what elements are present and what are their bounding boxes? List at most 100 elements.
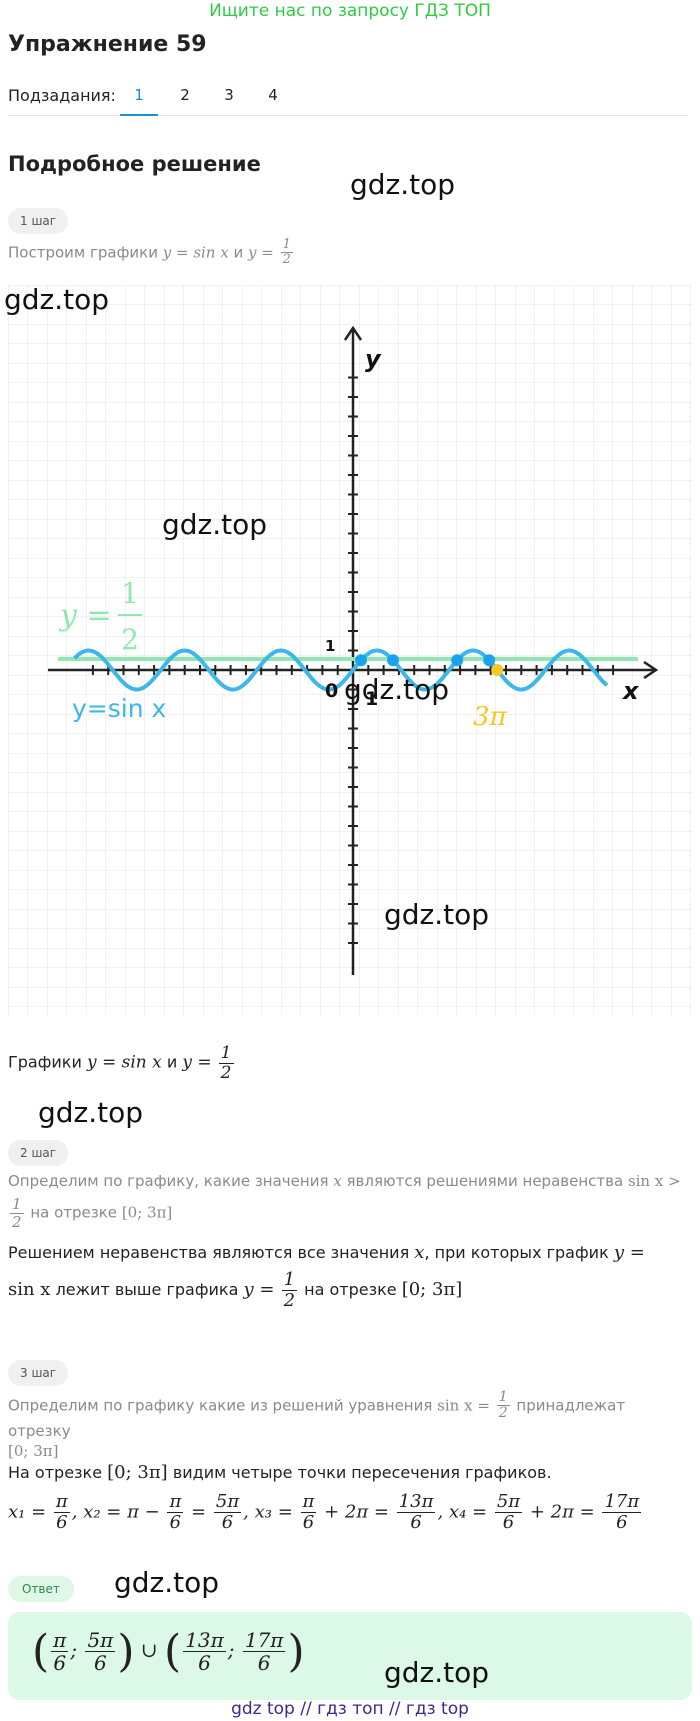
section-title: Подробное решение — [8, 152, 261, 176]
root-4-lhs: x₄ = — [448, 1501, 488, 1523]
answer-b: 5π 6 — [85, 1628, 116, 1675]
search-banner[interactable]: Ищите нас по запросу ГДЗ ТОП — [209, 1, 491, 21]
page-title: Упражнение 59 — [8, 32, 207, 57]
root-2-lhs: x₂ = π − — [83, 1501, 160, 1523]
line-label-num: 1 — [121, 577, 139, 610]
root-2-result: 5π 6 — [213, 1491, 242, 1533]
subtasks-bar: Подзадания: 1 2 3 4 — [8, 82, 688, 116]
step-3-result: На отрезке [0; 3π] видим четыре точки пе… — [8, 1462, 552, 1483]
solution-intro: Решением неравенства являются все значен… — [8, 1243, 410, 1262]
y-unit-label: 1 — [325, 637, 335, 655]
watermark: gdz.top — [38, 1096, 144, 1129]
step-2-intro: Определим по графику, какие значения — [8, 1172, 329, 1190]
solution-eq-lhs: y = — [243, 1278, 275, 1300]
step-1-intro: Построим графики — [8, 243, 158, 262]
step-3-mid: принадлежат отрезку — [8, 1396, 626, 1440]
line-label-den: 2 — [121, 623, 139, 656]
watermark: gdz.top — [350, 168, 456, 201]
watermark: gdz.top — [344, 673, 450, 706]
three-pi-point — [491, 664, 504, 676]
variable-x: x — [333, 1172, 342, 1190]
answer-d: 17π 6 — [242, 1628, 286, 1675]
step-3-badge: 3 шаг — [8, 1360, 69, 1386]
line-label-lhs: y = — [58, 598, 112, 633]
watermark: gdz.top — [384, 898, 490, 931]
step-2-text: Определим по графику, какие значения x я… — [8, 1170, 692, 1230]
step-2-mid: являются решениями неравенства — [346, 1172, 624, 1190]
sine-label: y=sin x — [72, 694, 166, 723]
axis-ticks — [91, 376, 615, 944]
y-axis-arrow — [343, 325, 363, 341]
subtask-tab-4[interactable]: 4 — [268, 86, 278, 104]
caption-intro: Графики — [8, 1052, 82, 1072]
solution-sin: sin x — [8, 1278, 51, 1300]
caption-conjunction: и — [166, 1052, 178, 1072]
root-2-equals: = — [191, 1501, 207, 1523]
conjunction: и — [233, 243, 244, 262]
subtask-tab-1[interactable]: 1 — [120, 86, 158, 116]
subtask-tab-3[interactable]: 3 — [224, 86, 234, 104]
result-interval: [0; 3π] — [107, 1462, 168, 1483]
equation: sin x = — [437, 1396, 490, 1415]
step-2-solution: Решением неравенства являются все значен… — [8, 1242, 692, 1311]
interval: [0; 3π] — [121, 1203, 173, 1222]
solution-variable: x — [414, 1242, 425, 1263]
answer-c: 13π 6 — [183, 1628, 226, 1675]
watermark: gdz.top — [162, 508, 268, 541]
intersection-point — [355, 654, 368, 667]
step-2-segment-text: на отрезке — [30, 1203, 118, 1222]
answer-expression: (π 6; 5π 6) ∪ (13π 6; 17π 6) — [32, 1626, 305, 1677]
result-text: видим четыре точки пересечения графиков. — [172, 1463, 552, 1482]
solution-y: y = — [613, 1242, 645, 1263]
equation-half-lhs: y = — [248, 243, 274, 262]
watermark: gdz.top — [114, 1566, 220, 1599]
x-axis-label: x — [622, 677, 640, 705]
root-3-plus: + 2π = — [324, 1501, 389, 1523]
function-graph: y x 0 1 1 y = 1 2 y=sin x 3π — [8, 285, 692, 1015]
intersection-point — [483, 654, 496, 667]
root-1-lhs: x₁ = — [8, 1501, 47, 1523]
three-pi-label: 3π — [473, 702, 508, 732]
union-symbol: ∪ — [140, 1638, 158, 1662]
step-3-text: Определим по графику какие из решений ур… — [8, 1389, 692, 1460]
root-4-result: 17π 6 — [602, 1491, 642, 1533]
intersection-point — [387, 654, 400, 667]
root-3-lhs: x₃ = — [254, 1501, 293, 1523]
solution-above-text: лежит выше графика — [55, 1279, 239, 1299]
solution-segment-text: на отрезке — [304, 1279, 397, 1299]
solution-interval: [0; 3π] — [401, 1278, 463, 1300]
caption-eq-sin: y = sin x — [86, 1052, 162, 1073]
root-4-fraction: 5π 6 — [494, 1491, 523, 1533]
result-intro: На отрезке — [8, 1463, 103, 1482]
inequality: sin x > — [627, 1172, 681, 1190]
subtask-tab-2[interactable]: 2 — [180, 86, 190, 104]
subtasks-label: Подзадания: — [8, 86, 116, 105]
footer-links[interactable]: gdz top // гдз топ // гдз top — [231, 1699, 469, 1719]
x-axis-arrow — [643, 660, 659, 680]
sine-curve — [73, 648, 609, 692]
solution-mid: , при которых график — [424, 1243, 609, 1262]
origin-label: 0 — [325, 680, 338, 702]
step-2-badge: 2 шаг — [8, 1140, 69, 1166]
intersection-point — [451, 654, 464, 667]
caption-eq-half-lhs: y = — [182, 1052, 212, 1073]
root-4-plus: + 2π = — [529, 1501, 595, 1523]
equation-sin: y = sin x — [162, 243, 229, 262]
step-1-badge: 1 шаг — [8, 208, 69, 234]
watermark: gdz.top — [384, 1656, 490, 1689]
root-3-result: 13π 6 — [396, 1491, 436, 1533]
watermark: gdz.top — [4, 283, 110, 316]
y-axis-label: y — [365, 345, 382, 373]
